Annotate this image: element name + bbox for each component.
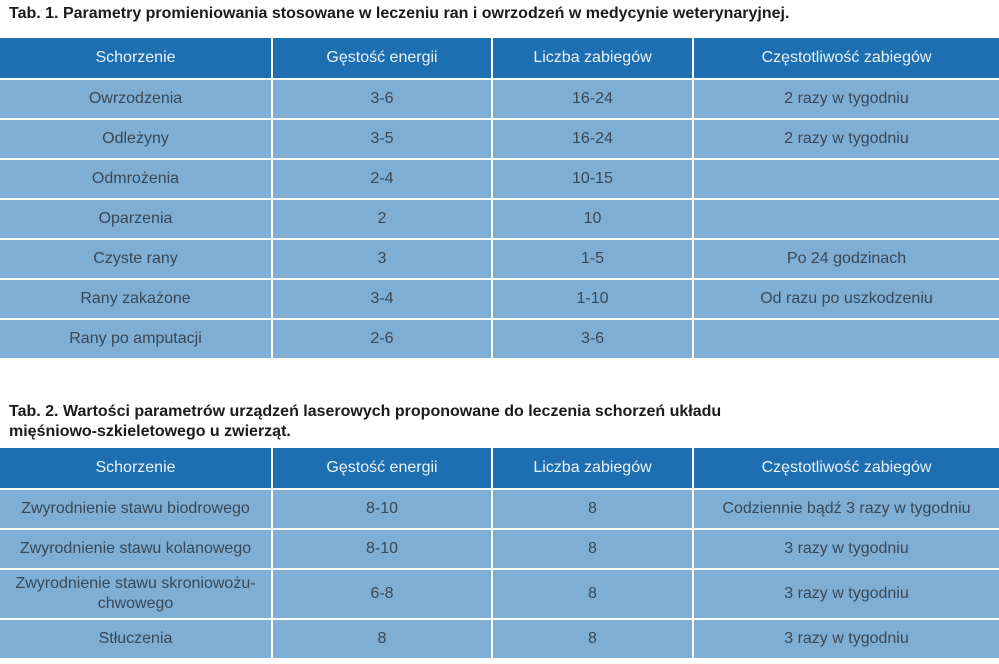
table-header-row: Schorzenie Gęstość energii Liczba zabieg…: [0, 38, 999, 79]
table-cell: Rany zakażone: [0, 278, 272, 319]
table-cell: Stłuczenia: [0, 618, 272, 658]
column-header-condition: Schorzenie: [0, 38, 272, 79]
table-cell: Zwyrodnienie stawu biodrowego: [0, 488, 272, 529]
column-header-energy-density: Gęstość energii: [271, 448, 492, 489]
table-cell: Rany po amputacji: [0, 318, 272, 358]
table-cell: 3-6: [271, 78, 492, 119]
table-cell: Od razu po uszkodzeniu: [692, 278, 999, 319]
table-row: Stłuczenia 8 8 3 razy w tygodniu: [0, 618, 999, 658]
table1: Schorzenie Gęstość energii Liczba zabieg…: [0, 38, 999, 358]
table-row: Rany po amputacji 2-6 3-6: [0, 318, 999, 358]
table-row: Zwyrodnienie stawu skroniowożu-chwowego …: [0, 568, 999, 619]
table-cell: 3-6: [491, 318, 693, 358]
table-cell: 2-6: [271, 318, 492, 358]
table-cell: [692, 158, 999, 199]
table-cell: Odmrożenia: [0, 158, 272, 199]
table-cell: 16-24: [491, 78, 693, 119]
column-header-treatment-count: Liczba zabiegów: [491, 38, 693, 79]
table-cell: 2 razy w tygodniu: [692, 78, 999, 119]
table-cell: 1-5: [491, 238, 693, 279]
table-cell: Po 24 godzinach: [692, 238, 999, 279]
table-cell: Oparzenia: [0, 198, 272, 239]
table-cell: 2: [271, 198, 492, 239]
table-cell: 3: [271, 238, 492, 279]
table-cell: 8: [491, 488, 693, 529]
table-cell: 3-4: [271, 278, 492, 319]
table-cell: 8-10: [271, 488, 492, 529]
table-row: Rany zakażone 3-4 1-10 Od razu po uszkod…: [0, 278, 999, 319]
table-cell: 2 razy w tygodniu: [692, 118, 999, 159]
table-cell: 8: [491, 618, 693, 658]
table-cell: [692, 318, 999, 358]
table-row: Odleżyny 3-5 16-24 2 razy w tygodniu: [0, 118, 999, 159]
table-cell: Zwyrodnienie stawu skroniowożu-chwowego: [0, 568, 272, 619]
table1-caption: Tab. 1. Parametry promieniowania stosowa…: [9, 5, 790, 22]
table-cell: 8: [491, 568, 693, 619]
table-cell: 8: [271, 618, 492, 658]
table-cell: 3 razy w tygodniu: [692, 568, 999, 619]
column-header-condition: Schorzenie: [0, 448, 272, 489]
table2-caption: Tab. 2. Wartości parametrów urządzeń las…: [9, 403, 722, 440]
table-cell: Owrzodzenia: [0, 78, 272, 119]
table-row: Owrzodzenia 3-6 16-24 2 razy w tygodniu: [0, 78, 999, 119]
table-cell: 8-10: [271, 528, 492, 569]
table2: Schorzenie Gęstość energii Liczba zabieg…: [0, 448, 999, 658]
table-cell: 3 razy w tygodniu: [692, 528, 999, 569]
table-cell: [692, 198, 999, 239]
table-row: Zwyrodnienie stawu biodrowego 8-10 8 Cod…: [0, 488, 999, 529]
table-cell: Czyste rany: [0, 238, 272, 279]
table-row: Odmrożenia 2-4 10-15: [0, 158, 999, 199]
table-cell: 6-8: [271, 568, 492, 619]
table-cell: Odleżyny: [0, 118, 272, 159]
table-cell: 1-10: [491, 278, 693, 319]
table-cell: Codziennie bądź 3 razy w tygodniu: [692, 488, 999, 529]
table-cell: 3 razy w tygodniu: [692, 618, 999, 658]
column-header-treatment-count: Liczba zabiegów: [491, 448, 693, 489]
table-cell: 8: [491, 528, 693, 569]
table-row: Zwyrodnienie stawu kolanowego 8-10 8 3 r…: [0, 528, 999, 569]
table-cell: 16-24: [491, 118, 693, 159]
column-header-treatment-frequency: Częstotliwość zabiegów: [692, 38, 999, 79]
table-header-row: Schorzenie Gęstość energii Liczba zabieg…: [0, 448, 999, 489]
table-cell: 2-4: [271, 158, 492, 199]
table-cell: 10-15: [491, 158, 693, 199]
table-cell: 3-5: [271, 118, 492, 159]
table-row: Czyste rany 3 1-5 Po 24 godzinach: [0, 238, 999, 279]
table-row: Oparzenia 2 10: [0, 198, 999, 239]
table-cell: 10: [491, 198, 693, 239]
column-header-energy-density: Gęstość energii: [271, 38, 492, 79]
column-header-treatment-frequency: Częstotliwość zabiegów: [692, 448, 999, 489]
table-cell: Zwyrodnienie stawu kolanowego: [0, 528, 272, 569]
